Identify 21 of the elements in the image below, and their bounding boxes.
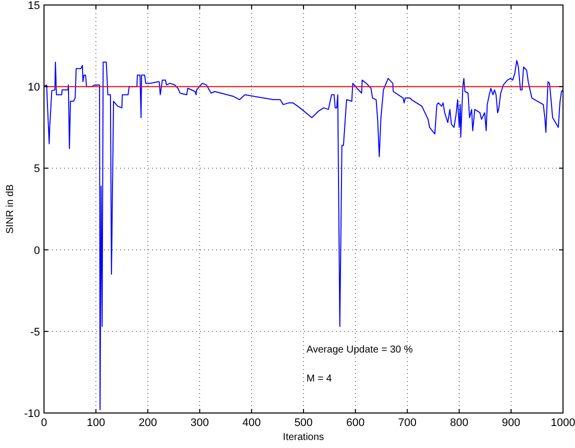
x-tick-label: 600 [346,417,365,429]
y-axis-title: SINR in dB [5,184,16,234]
y-tick-label: -10 [24,408,40,420]
annotation: Average Update = 30 % [306,344,413,356]
x-tick-label: 200 [138,417,157,429]
y-tick-label: 10 [28,82,40,94]
line-series [44,60,564,410]
x-tick-label: 100 [86,417,106,429]
x-tick-label: 900 [502,417,520,429]
x-tick-label: 800 [450,417,468,429]
x-tick-label: 300 [190,417,209,429]
x-tick-label: 500 [294,417,313,429]
y-tick-label: 5 [34,163,40,176]
annotation: M = 4 [306,374,332,385]
x-tick-label: 1000 [550,417,575,429]
y-tick-label: -5 [30,326,40,338]
x-tick-label: 700 [398,417,416,429]
x-tick-label: 400 [242,417,261,429]
x-axis-title: Iterations [282,432,324,443]
y-tick-label: 15 [28,0,40,12]
y-tick-label: 0 [34,244,40,257]
